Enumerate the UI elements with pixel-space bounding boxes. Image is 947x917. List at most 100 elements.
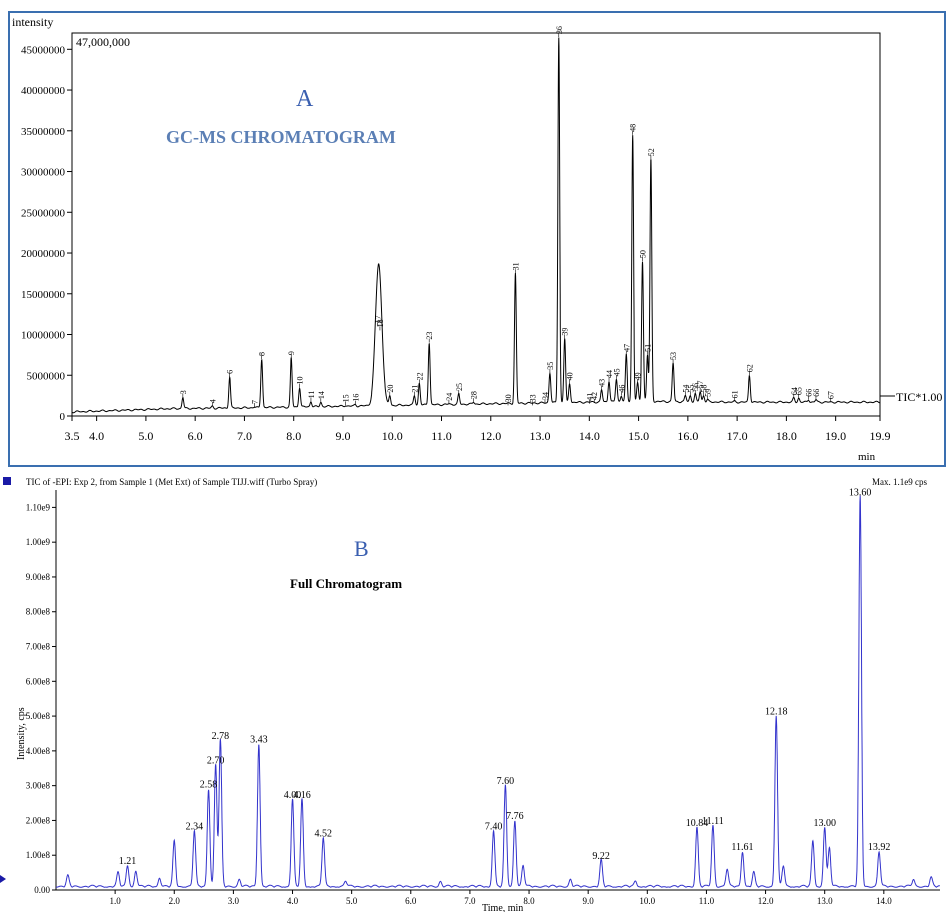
panel-a-xtick-label: 17.0 (727, 429, 748, 443)
gcms-chart-svg: intensity 47,000,000 A GC-MS CHROMATOGRA… (8, 11, 946, 467)
panel-a-peak-label: 49 (634, 372, 643, 380)
panel-a-peak-label: 3 (179, 390, 188, 394)
panel-b-max-text: Max. 1.1e9 cps (872, 477, 927, 487)
panel-a-title: GC-MS CHROMATOGRAM (166, 127, 396, 147)
panel-a-peak-label: 43 (598, 379, 607, 387)
panel-a-peak-label: 47 (622, 344, 631, 352)
panel-a-xtick-label: 10.0 (382, 429, 403, 443)
panel-b-ytick-label: 0.00 (34, 885, 50, 895)
panel-a-xtick-label: 13.0 (530, 429, 551, 443)
panel-b-peak-label: 11.61 (731, 842, 753, 853)
panel-b-ytick-label: 4.00e8 (26, 746, 51, 756)
panel-b-xtick-label: 13.0 (817, 896, 833, 906)
panel-b-peak-label: 7.60 (497, 776, 515, 787)
panel-a-peak-label: 52 (647, 148, 656, 156)
panel-b-peak-label: 7.40 (485, 821, 503, 832)
panel-a-plot-frame (71, 32, 881, 417)
panel-a-gcms: intensity 47,000,000 A GC-MS CHROMATOGRA… (8, 11, 946, 467)
panel-b-peak-label: 3.43 (250, 734, 268, 745)
panel-b-peak-label: 11.11 (702, 816, 724, 827)
panel-a-peak-label: 39 (561, 328, 570, 336)
gcms-trace (71, 37, 881, 414)
panel-a-peak-label: 30 (504, 394, 513, 402)
panel-a-xtick-label: 14.0 (579, 429, 600, 443)
panel-a-peak-label: 58 (700, 385, 709, 393)
panel-a-xtick-label: 12.0 (480, 429, 501, 443)
panel-a-peak-label: 56 (691, 383, 700, 391)
panel-a-xtick-label: 19.9 (870, 429, 891, 443)
panel-b-peak-label: 2.70 (207, 755, 225, 766)
panel-a-letter: A (296, 86, 314, 112)
panel-a-peak-label: 28 (470, 391, 479, 399)
panel-a-peak-label: 54 (681, 385, 690, 393)
panel-b-ylabel: Intensity, cps (16, 707, 27, 760)
panel-b-peak-label: 10.84 (686, 818, 709, 829)
panel-a-max-label: 47,000,000 (76, 35, 130, 49)
panel-b-ytick-label: 8.00e8 (26, 607, 51, 617)
panel-b-xtick-label: 7.0 (464, 896, 476, 906)
panel-a-peak-label: 14 (317, 391, 326, 399)
panel-a-peak-label: 22 (415, 372, 424, 380)
panel-b-xtick-label: 1.0 (110, 896, 122, 906)
panel-b-peak-label: 7.76 (506, 811, 524, 822)
panel-a-peak-label: 25 (455, 383, 464, 391)
panel-a-xtick-label: 18.0 (776, 429, 797, 443)
panel-a-peak-label: 66 (812, 389, 821, 397)
panel-a-xtick-label: 16.0 (677, 429, 698, 443)
panel-a-peak-label: 6 (226, 370, 235, 374)
panel-a-trace-label: TIC*1.00 (896, 390, 942, 404)
panel-b-xlabel: Time, min (482, 903, 523, 912)
panel-b-peak-label: 2.78 (212, 731, 230, 742)
panel-a-peak-label: 62 (745, 364, 754, 372)
panel-b-xtick-label: 12.0 (758, 896, 774, 906)
lcms-trace (56, 495, 940, 888)
panel-a-peak-label: 57 (696, 381, 705, 389)
panel-a-peak-label: 55 (686, 385, 695, 393)
panel-a-peak-label: 23 (425, 332, 434, 340)
panel-b-ytick-label: 1.10e9 (26, 502, 51, 512)
lcms-chart-svg: TIC of -EPI: Exp 2, from Sample 1 (Met E… (0, 477, 940, 914)
panel-a-peak-label: 20 (386, 385, 395, 393)
panel-b-xtick-label: 10.0 (639, 896, 655, 906)
panel-a-peak-label: 44 (605, 370, 614, 378)
panel-b-xtick-label: 9.0 (583, 896, 595, 906)
panel-a-peak-label: 15 (341, 394, 350, 402)
panel-b-header: TIC of -EPI: Exp 2, from Sample 1 (Met E… (26, 477, 317, 487)
panel-a-xtick-label: 19.0 (825, 429, 846, 443)
panel-a-peak-label: 42 (590, 392, 599, 400)
panel-b-ytick-label: 5.00e8 (26, 711, 51, 721)
panel-b-peak-label: 13.92 (868, 842, 891, 853)
panel-b-peak-label: 4.00 (284, 790, 302, 801)
panel-a-xtick-label: 7.0 (237, 429, 252, 443)
panel-a-ytick-label: 20000000 (21, 248, 66, 260)
panel-b-peak-label: 4.52 (315, 828, 333, 839)
panel-b-xtick-label: 2.0 (169, 896, 181, 906)
panel-a-peak-label: 51 (643, 344, 652, 352)
panel-a-peak-label: 59 (704, 389, 713, 397)
panel-a-peak-label: 21 (410, 385, 419, 393)
panel-b-xtick-label: 14.0 (876, 896, 892, 906)
panel-a-xtick-label: 3.5 (65, 429, 80, 443)
panel-b-ytick-label: 1.00e9 (26, 537, 51, 547)
panel-a-ylabel: intensity (12, 15, 53, 29)
panel-b-ytick-label: 6.00e8 (26, 676, 51, 686)
panel-b-xtick-label: 5.0 (346, 896, 358, 906)
panel-a-ytick-label: 45000000 (21, 44, 66, 56)
panel-b-peak-label: 9.22 (592, 851, 610, 862)
panel-a-peak-label: 16 (351, 394, 360, 402)
panel-b-peak-label: 2.58 (200, 780, 218, 791)
panel-a-peak-label: 10 (296, 376, 305, 384)
panel-b-xtick-label: 11.0 (699, 896, 715, 906)
panel-a-peak-label: 48 (629, 124, 638, 132)
panel-b-peak-label: 13.00 (813, 818, 836, 829)
panel-b-xtick-label: 3.0 (228, 896, 240, 906)
panel-b-title: Full Chromatogram (290, 576, 402, 591)
panel-a-peak-label: 9 (287, 351, 296, 355)
panel-a-peak-label: 46 (617, 385, 626, 393)
panel-b-ytick-label: 2.00e8 (26, 815, 51, 825)
panel-b-ytick-label: 1.00e8 (26, 850, 51, 860)
panel-b-xtick-label: 8.0 (523, 896, 535, 906)
panel-a-peak-label: 24 (445, 393, 454, 401)
panel-b-lcms: TIC of -EPI: Exp 2, from Sample 1 (Met E… (0, 470, 947, 914)
panel-a-xtick-label: 9.0 (335, 429, 350, 443)
